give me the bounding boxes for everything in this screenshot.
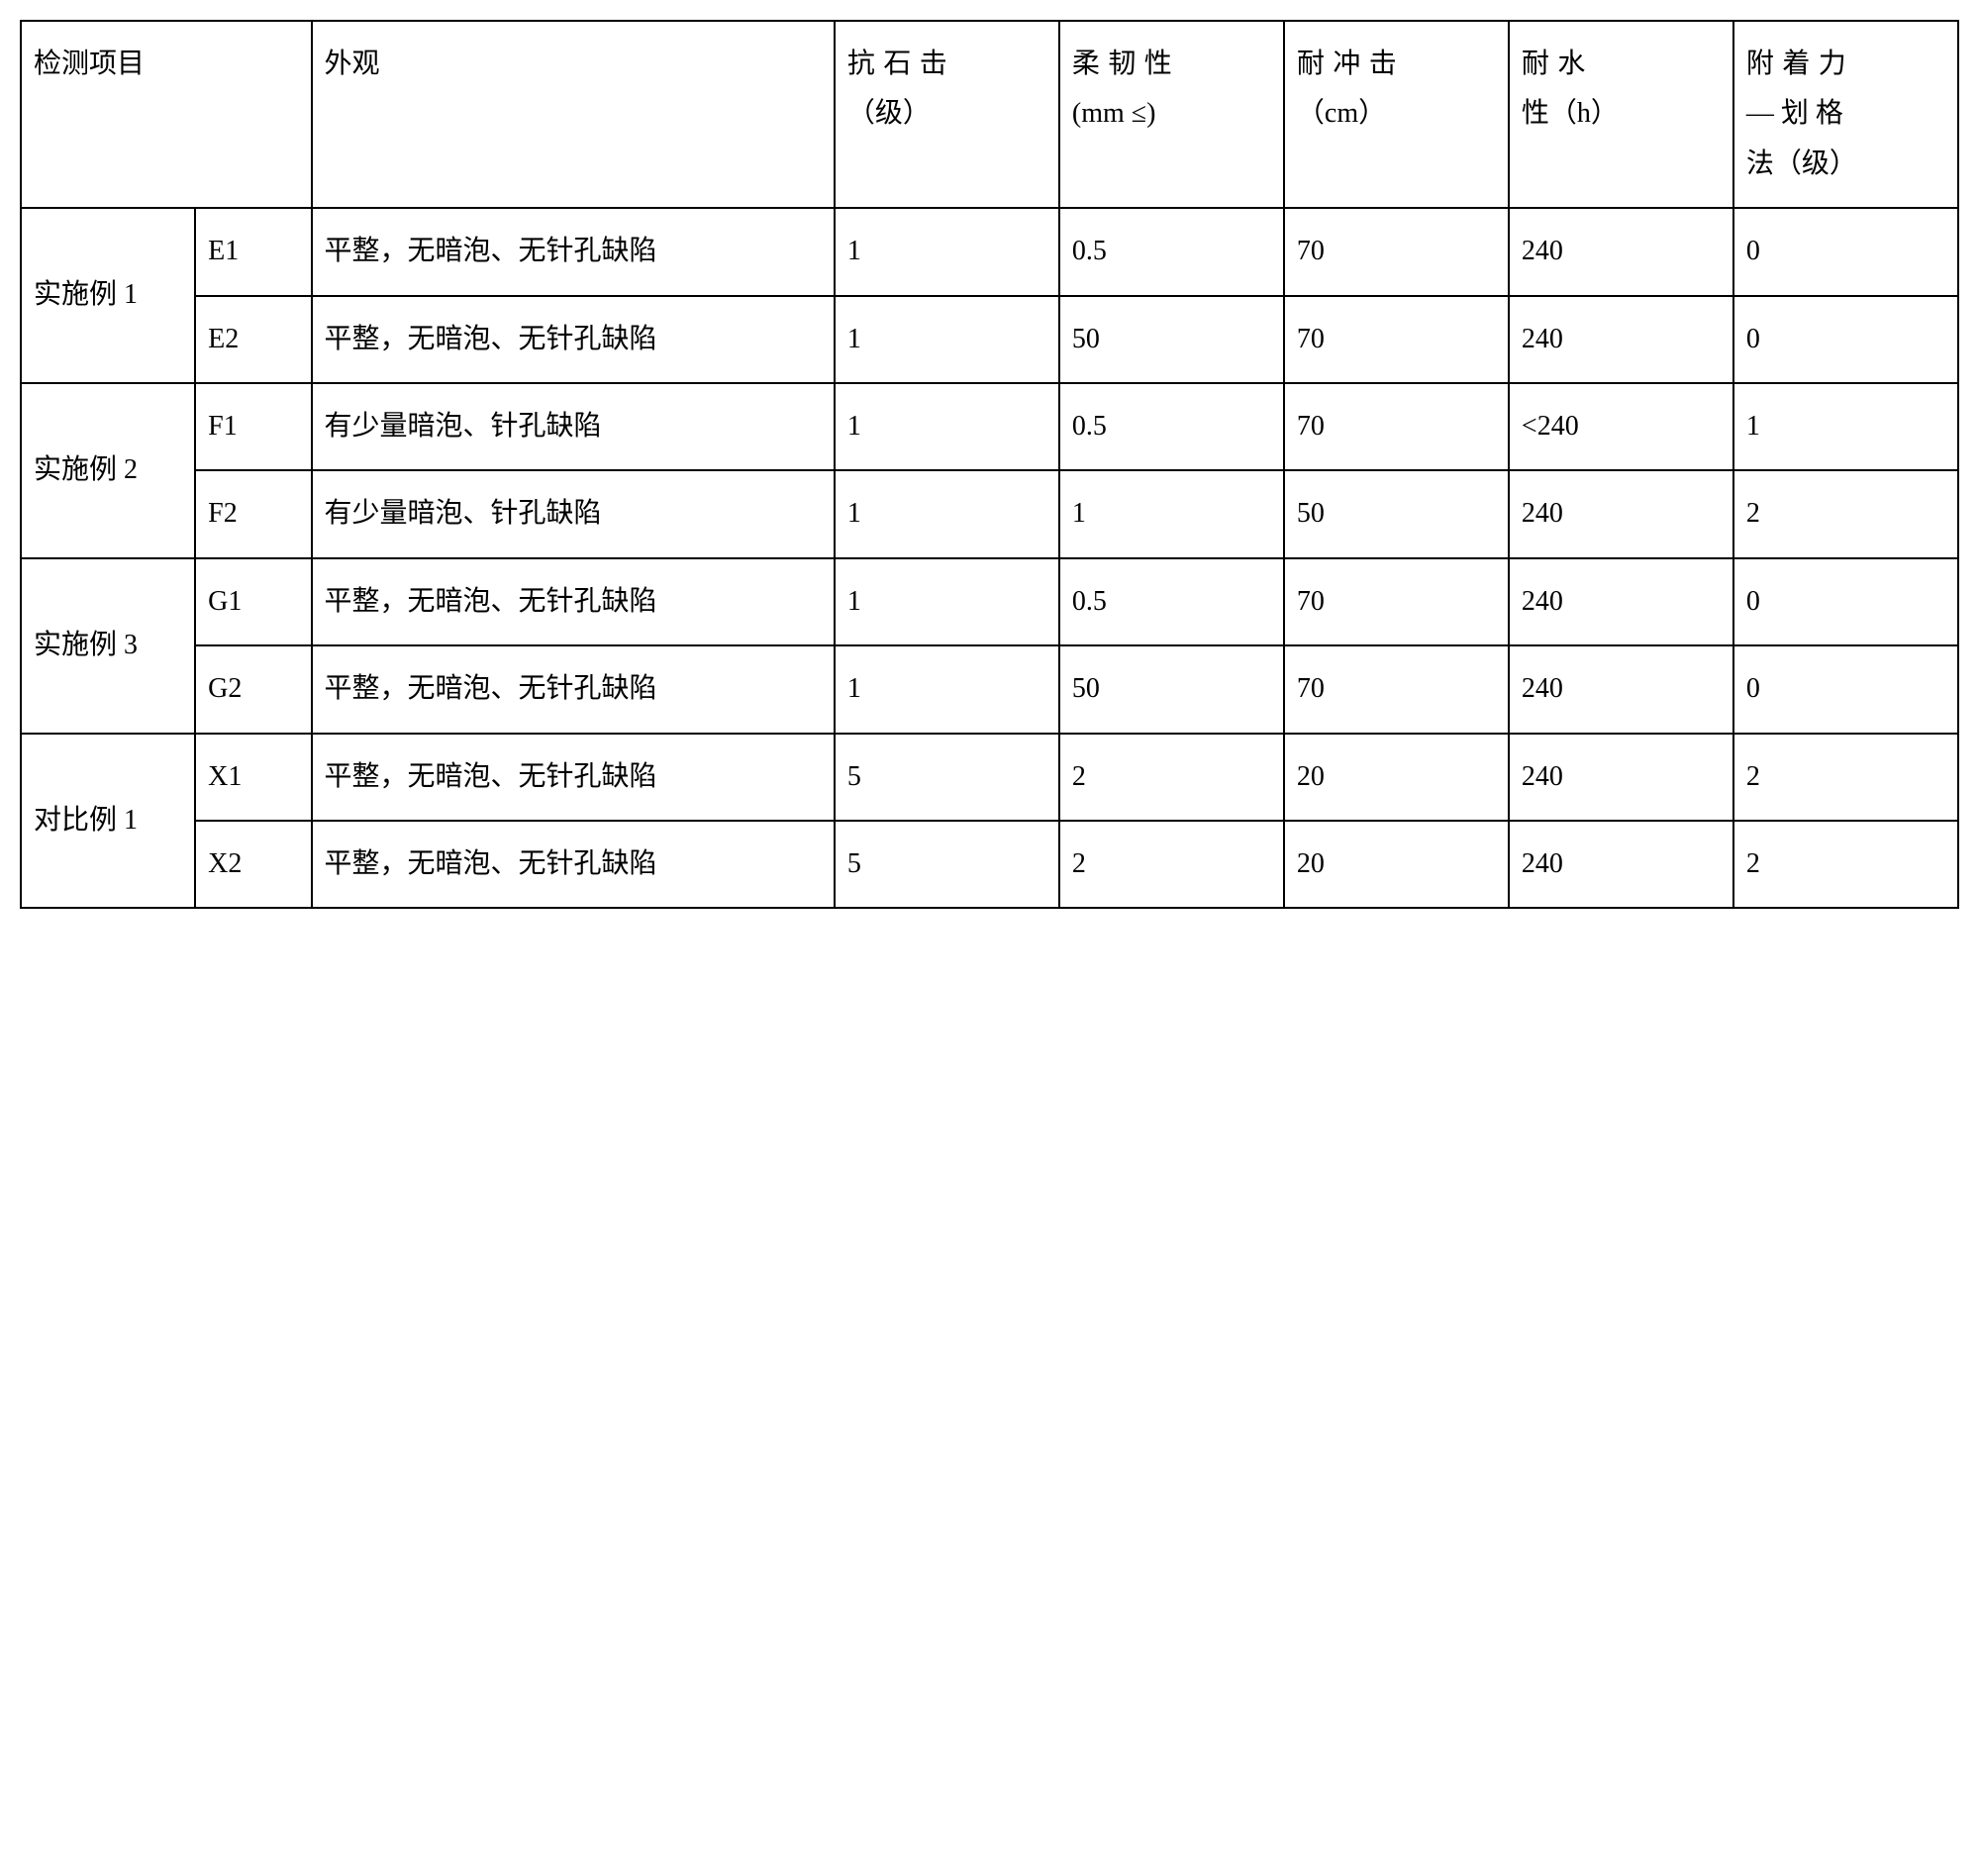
cell-impact: 50 — [1284, 470, 1509, 557]
cell-appearance: 平整，无暗泡、无针孔缺陷 — [312, 296, 835, 383]
cell-appearance: 平整，无暗泡、无针孔缺陷 — [312, 645, 835, 733]
cell-flex: 0.5 — [1059, 558, 1284, 645]
cell-impact: 70 — [1284, 558, 1509, 645]
header-adh-l1: 附着力 — [1746, 49, 1854, 79]
cell-water: 240 — [1509, 645, 1733, 733]
cell-appearance: 有少量暗泡、针孔缺陷 — [312, 383, 835, 470]
header-flex: 柔韧性 (mm ≤) — [1059, 21, 1284, 208]
cell-stone-impact: 1 — [835, 558, 1059, 645]
cell-appearance: 平整，无暗泡、无针孔缺陷 — [312, 558, 835, 645]
header-flex-l2: (mm ≤) — [1072, 98, 1156, 129]
cell-flex: 50 — [1059, 296, 1284, 383]
header-item: 检测项目 — [21, 21, 312, 208]
header-water-l1: 耐水 — [1522, 49, 1594, 79]
cell-adh: 0 — [1733, 208, 1958, 295]
cell-impact: 70 — [1284, 208, 1509, 295]
cell-stone-impact: 5 — [835, 821, 1059, 908]
cell-adh: 2 — [1733, 734, 1958, 821]
cell-appearance: 有少量暗泡、针孔缺陷 — [312, 470, 835, 557]
cell-sample: E2 — [195, 296, 311, 383]
cell-appearance: 平整，无暗泡、无针孔缺陷 — [312, 208, 835, 295]
cell-impact: 20 — [1284, 821, 1509, 908]
cell-adh: 2 — [1733, 470, 1958, 557]
header-impact-l2: （cm） — [1297, 98, 1386, 129]
cell-flex: 2 — [1059, 821, 1284, 908]
cell-stone-impact: 5 — [835, 734, 1059, 821]
cell-sample: E1 — [195, 208, 311, 295]
cell-sample: X1 — [195, 734, 311, 821]
table-row: X2 平整，无暗泡、无针孔缺陷 5 2 20 240 2 — [21, 821, 1958, 908]
cell-sample: F1 — [195, 383, 311, 470]
cell-water: 240 — [1509, 470, 1733, 557]
header-flex-l1: 柔韧性 — [1072, 49, 1180, 79]
cell-adh: 1 — [1733, 383, 1958, 470]
cell-stone-impact: 1 — [835, 470, 1059, 557]
cell-flex: 1 — [1059, 470, 1284, 557]
table-row: 对比例 1 X1 平整，无暗泡、无针孔缺陷 5 2 20 240 2 — [21, 734, 1958, 821]
cell-appearance: 平整，无暗泡、无针孔缺陷 — [312, 821, 835, 908]
cell-water: 240 — [1509, 558, 1733, 645]
cell-sample: F2 — [195, 470, 311, 557]
cell-impact: 70 — [1284, 296, 1509, 383]
cell-water: 240 — [1509, 734, 1733, 821]
cell-water: 240 — [1509, 821, 1733, 908]
table-row: 实施例 2 F1 有少量暗泡、针孔缺陷 1 0.5 70 <240 1 — [21, 383, 1958, 470]
cell-adh: 0 — [1733, 558, 1958, 645]
cell-flex: 50 — [1059, 645, 1284, 733]
header-adh-l3: 法（级） — [1746, 148, 1857, 179]
cell-impact: 20 — [1284, 734, 1509, 821]
table-row: G2 平整，无暗泡、无针孔缺陷 1 50 70 240 0 — [21, 645, 1958, 733]
cell-stone-impact: 1 — [835, 645, 1059, 733]
header-water: 耐水 性（h） — [1509, 21, 1733, 208]
header-impact-l1: 耐冲击 — [1297, 49, 1405, 79]
header-adh: 附着力 — 划 格 法（级） — [1733, 21, 1958, 208]
table-row: 实施例 3 G1 平整，无暗泡、无针孔缺陷 1 0.5 70 240 0 — [21, 558, 1958, 645]
cell-adh: 0 — [1733, 296, 1958, 383]
table-row: F2 有少量暗泡、针孔缺陷 1 1 50 240 2 — [21, 470, 1958, 557]
header-appearance: 外观 — [312, 21, 835, 208]
cell-stone-impact: 1 — [835, 383, 1059, 470]
group-label: 实施例 3 — [21, 558, 195, 734]
header-impact: 耐冲击 （cm） — [1284, 21, 1509, 208]
group-label: 实施例 1 — [21, 208, 195, 383]
cell-water: 240 — [1509, 208, 1733, 295]
cell-adh: 2 — [1733, 821, 1958, 908]
group-label: 对比例 1 — [21, 734, 195, 909]
cell-sample: G1 — [195, 558, 311, 645]
cell-impact: 70 — [1284, 645, 1509, 733]
cell-flex: 0.5 — [1059, 208, 1284, 295]
cell-stone-impact: 1 — [835, 296, 1059, 383]
table-header-row: 检测项目 外观 抗石击 （级） 柔韧性 (mm ≤) 耐冲击 （cm） 耐水 性… — [21, 21, 1958, 208]
cell-flex: 2 — [1059, 734, 1284, 821]
cell-water: 240 — [1509, 296, 1733, 383]
cell-water: <240 — [1509, 383, 1733, 470]
header-adh-l2: — 划 格 — [1746, 98, 1843, 129]
cell-impact: 70 — [1284, 383, 1509, 470]
cell-stone-impact: 1 — [835, 208, 1059, 295]
table-row: E2 平整，无暗泡、无针孔缺陷 1 50 70 240 0 — [21, 296, 1958, 383]
cell-appearance: 平整，无暗泡、无针孔缺陷 — [312, 734, 835, 821]
cell-sample: X2 — [195, 821, 311, 908]
table-row: 实施例 1 E1 平整，无暗泡、无针孔缺陷 1 0.5 70 240 0 — [21, 208, 1958, 295]
test-results-table: 检测项目 外观 抗石击 （级） 柔韧性 (mm ≤) 耐冲击 （cm） 耐水 性… — [20, 20, 1959, 909]
header-water-l2: 性（h） — [1522, 98, 1619, 129]
group-label: 实施例 2 — [21, 383, 195, 558]
cell-adh: 0 — [1733, 645, 1958, 733]
cell-flex: 0.5 — [1059, 383, 1284, 470]
header-stone-impact-l2: （级） — [847, 98, 931, 129]
cell-sample: G2 — [195, 645, 311, 733]
header-stone-impact-l1: 抗石击 — [847, 49, 955, 79]
header-stone-impact: 抗石击 （级） — [835, 21, 1059, 208]
